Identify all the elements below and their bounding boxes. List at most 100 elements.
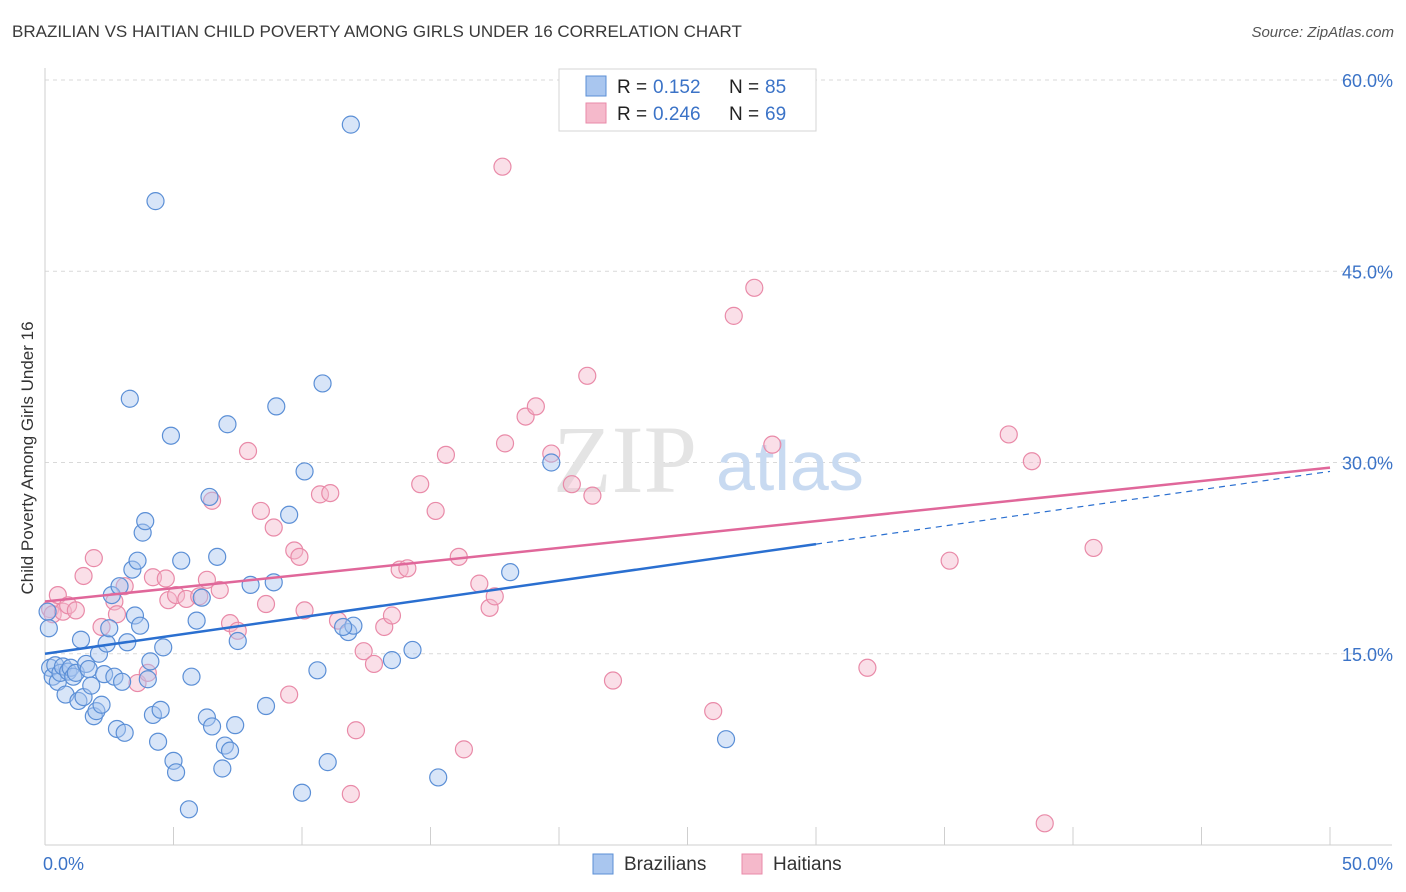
- haitians-trend-line: [44, 466, 1331, 603]
- brazilians-point-52: [192, 588, 211, 607]
- brazilians-point-61: [226, 716, 245, 735]
- brazilians-point-45: [161, 426, 181, 445]
- brazilians-point-59: [218, 415, 237, 434]
- haitians-point-50: [480, 598, 499, 617]
- brazilians-point-76: [334, 617, 353, 637]
- chart-title: BRAZILIAN VS HAITIAN CHILD POVERTY AMONG…: [12, 22, 742, 41]
- haitians-point-27: [256, 594, 276, 614]
- brazilians-point-64: [256, 696, 276, 716]
- brazilians-point-48: [172, 551, 191, 570]
- haitians-point-44: [411, 475, 430, 494]
- haitians-point-49: [470, 574, 489, 593]
- haitians-point-38: [354, 642, 373, 661]
- brazilians-point-68: [292, 783, 312, 802]
- y-tick-label-0: 15.0%: [1342, 645, 1393, 665]
- haitians-point-53: [495, 434, 515, 453]
- haitians-point-7: [84, 549, 103, 568]
- haitians-point-36: [341, 784, 360, 804]
- brazilians-point-28: [112, 672, 132, 691]
- haitians-point-10: [107, 605, 127, 624]
- stats-swatch-pink: [585, 102, 607, 124]
- stats-n-label-2: N =: [729, 104, 759, 125]
- brazilians-point-60: [220, 741, 240, 760]
- stats-n-value-2: 69: [765, 104, 786, 125]
- brazilians-point-54: [200, 487, 219, 507]
- brazilians-point-44: [154, 638, 173, 657]
- stats-box: R = 0.152 N = 85 R = 0.246 N = 69: [558, 68, 817, 132]
- haitians-point-25: [238, 441, 258, 461]
- haitians-point-46: [436, 445, 456, 464]
- haitians-points: [41, 157, 1103, 833]
- haitians-point-57: [562, 475, 581, 494]
- brazilians-point-39: [141, 652, 160, 671]
- watermark-zip: ZIP: [553, 406, 697, 513]
- brazilians-point-14: [77, 654, 96, 674]
- stats-n-label-1: N =: [729, 77, 759, 98]
- brazilians-point-50: [182, 667, 201, 686]
- brazilians-point-77: [382, 651, 402, 670]
- haitians-point-65: [858, 658, 877, 677]
- legend-swatch-brazilians: [592, 853, 614, 875]
- brazilians-point-71: [313, 374, 332, 393]
- brazilians-point-62: [228, 631, 247, 651]
- haitians-point-51: [485, 587, 504, 606]
- brazilians-point-69: [295, 462, 314, 481]
- brazilians-trend-extension: [815, 470, 1331, 545]
- stats-r-value-1: 0.152: [653, 77, 701, 98]
- brazilians-points: [38, 115, 736, 819]
- haitians-point-37: [346, 721, 366, 740]
- brazilians-point-33: [125, 606, 145, 625]
- haitians-point-extra-0: [1035, 814, 1054, 833]
- haitians-point-8: [92, 617, 111, 637]
- brazilians-point-72: [318, 753, 337, 772]
- y-tick-label-2: 45.0%: [1342, 262, 1393, 282]
- y-tick-label-3: 60.0%: [1342, 71, 1393, 91]
- haitians-point-32: [295, 601, 314, 620]
- stats-n-value-1: 85: [765, 77, 786, 98]
- haitians-point-45: [426, 501, 445, 521]
- brazilians-point-36: [133, 523, 152, 542]
- haitians-point-26: [251, 501, 270, 521]
- x-tick-label-0: 0.0%: [43, 854, 84, 874]
- haitians-point-34: [321, 484, 340, 503]
- haitians-point-11: [115, 577, 134, 596]
- brazilians-point-16: [82, 676, 101, 695]
- brazilians-point-31: [120, 389, 139, 408]
- haitians-point-63: [745, 278, 764, 297]
- grid-lines: [45, 79, 1392, 655]
- brazilians-point-53: [197, 708, 217, 727]
- brazilians-point-83: [38, 602, 57, 621]
- haitians-point-67: [999, 425, 1018, 444]
- haitians-point-62: [724, 306, 743, 325]
- source-note: Source: ZipAtlas.com: [1251, 24, 1394, 41]
- brazilians-point-23: [100, 619, 119, 638]
- haitians-point-31: [290, 547, 309, 566]
- legend-swatch-haitians: [741, 853, 763, 875]
- stats-r-value-2: 0.246: [653, 104, 701, 125]
- haitians-point-58: [578, 366, 597, 385]
- brazilians-point-57: [213, 759, 232, 778]
- haitians-point-13: [138, 663, 157, 682]
- brazilians-point-12: [71, 630, 91, 649]
- haitians-point-59: [583, 486, 602, 505]
- legend-item-brazilians[interactable]: Brazilians: [592, 853, 706, 875]
- y-axis-label: Child Poverty Among Girls Under 16: [18, 321, 37, 594]
- brazilians-point-49: [179, 800, 199, 819]
- brazilians-point-41: [146, 192, 165, 211]
- brazilians-point-32: [123, 560, 142, 579]
- brazilians-point-78: [403, 640, 422, 660]
- haitians-point-64: [763, 435, 782, 454]
- brazilians-point-67: [280, 505, 299, 524]
- haitians-point-extra-1: [1084, 538, 1103, 558]
- haitians-point-48: [454, 740, 474, 759]
- trend-lines: [44, 466, 1331, 655]
- legend-item-haitians[interactable]: Haitians: [741, 853, 842, 875]
- brazilians-point-46: [164, 751, 183, 770]
- haitians-point-15: [156, 569, 175, 588]
- haitians-point-61: [704, 702, 723, 721]
- brazilians-point-73: [341, 115, 360, 134]
- brazilians-point-47: [166, 763, 186, 782]
- brazilians-point-80: [501, 563, 520, 582]
- haitians-point-55: [526, 397, 545, 416]
- haitians-point-14: [143, 568, 163, 587]
